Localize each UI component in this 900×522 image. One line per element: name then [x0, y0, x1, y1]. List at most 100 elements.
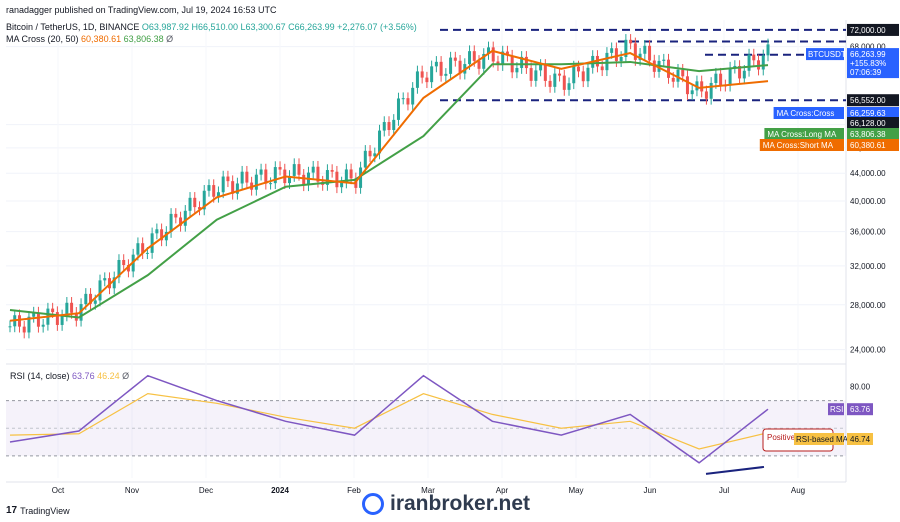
candle-body [548, 80, 552, 87]
candle-body [572, 66, 576, 84]
candle-body [714, 73, 718, 83]
candle-body [216, 192, 220, 197]
candle-body [648, 45, 652, 61]
candle-body [524, 56, 528, 69]
candle-body [685, 76, 689, 95]
candle-body [520, 56, 524, 68]
candle-body [704, 91, 708, 99]
watermark: iranbroker.net [362, 492, 530, 516]
ma-legend-extra: Ø [166, 34, 174, 44]
candle-body [150, 233, 154, 253]
candle-body [193, 197, 197, 208]
candle-body [709, 82, 713, 99]
candle-body [278, 167, 282, 170]
candle-body [624, 39, 628, 57]
btc-tag-value: 66,263.99 [850, 50, 886, 59]
candle-body [458, 60, 462, 74]
rsi-tag-value-box [847, 403, 873, 416]
rsi-legend-value: 63.76 [72, 371, 95, 381]
candle-body [98, 280, 102, 301]
candle-body [515, 67, 519, 73]
candle-body [84, 293, 88, 305]
short-ma-tag-label-box [759, 139, 844, 151]
candle-body [700, 81, 704, 92]
btc-tag-label-box [806, 48, 844, 61]
ma-legend-name: MA Cross (20, 50) [6, 34, 79, 44]
watermark-text: iranbroker.net [390, 492, 531, 515]
candle-body [316, 166, 320, 182]
level-tag-label: 56,552.00 [850, 96, 886, 105]
ohlc-change: +2,276.07 (+3.56%) [337, 22, 417, 32]
short-ma-line [9, 49, 769, 322]
candle-body [543, 64, 547, 81]
candle-body [610, 48, 614, 53]
candle-body [766, 44, 770, 56]
candle-body [671, 77, 675, 82]
divergence-line [705, 465, 765, 475]
candle-body [349, 169, 353, 179]
rsi-ma-tag-label: RSI-based MA [796, 435, 849, 444]
candle-body [738, 65, 742, 79]
ohlc-low: L63,300.67 [240, 22, 286, 32]
time-axis-label: Feb [347, 486, 361, 495]
ma-legend[interactable]: MA Cross (20, 50) 60,380.61 63,806.38 Ø [6, 34, 173, 44]
candle-body [297, 164, 301, 175]
level-66128-tag-value-box [847, 117, 899, 129]
rsi-legend[interactable]: RSI (14, close) 63.76 46.24 Ø [10, 371, 129, 381]
long-ma-tag-value-box [847, 128, 899, 140]
candle-body [41, 324, 45, 327]
rsi-tag-label-box [828, 403, 844, 416]
candle-body [65, 302, 69, 316]
candle-body [752, 54, 756, 61]
candle-body [553, 73, 557, 87]
candle-body [633, 43, 637, 60]
cross-tag-label: MA Cross:Cross [777, 109, 835, 118]
candle-body [449, 57, 453, 74]
candle-body [505, 51, 509, 56]
time-axis-label: May [568, 486, 583, 495]
candle-body [378, 130, 382, 154]
candle-body [36, 312, 40, 327]
candle-body [198, 207, 201, 210]
long-ma-tag-value: 63,806.38 [850, 130, 886, 139]
candle-body [340, 182, 344, 188]
tradingview-brand[interactable]: 17 TradingView [6, 505, 70, 516]
candle-body [179, 217, 183, 226]
candle-body [562, 75, 566, 90]
candle-body [235, 183, 239, 194]
candle-body [529, 68, 533, 81]
candle-body [212, 185, 216, 197]
candle-body [32, 312, 36, 317]
candle-body [359, 167, 363, 188]
candle-body [226, 176, 230, 182]
candle-body [60, 315, 64, 325]
candle-body [411, 87, 415, 105]
btc-tag-label: BTCUSDT [808, 50, 846, 59]
candle-body [169, 213, 173, 232]
candle-body [472, 51, 476, 61]
candle-body [662, 59, 666, 61]
symbol-name[interactable]: Bitcoin / TetherUS, 1D, BINANCE [6, 22, 140, 32]
candle-body [586, 67, 590, 82]
candle-body [439, 61, 443, 76]
candle-body [273, 167, 277, 184]
candle-body [577, 66, 580, 72]
candle-body [55, 312, 59, 325]
divergence-label: Positive [767, 433, 796, 442]
candle-body [444, 73, 448, 76]
candle-body [742, 70, 746, 79]
candle-body [51, 308, 55, 313]
candle-body [330, 170, 334, 172]
candle-body [22, 326, 26, 333]
candle-body [501, 51, 505, 66]
price-axis-label: 68,000.00 [850, 43, 886, 52]
rsi-legend-extra: Ø [122, 371, 130, 381]
candle-body [728, 67, 732, 86]
btc-tag-pct: +155.83% [850, 59, 886, 68]
candle-body [122, 259, 126, 266]
cross-tag-label-box [773, 107, 844, 119]
candle-body [534, 70, 538, 81]
rsi-ma-tag-value-box [847, 433, 873, 445]
rsi-legend-ma: 46.24 [97, 371, 120, 381]
cross-tag-value-box [847, 107, 899, 119]
